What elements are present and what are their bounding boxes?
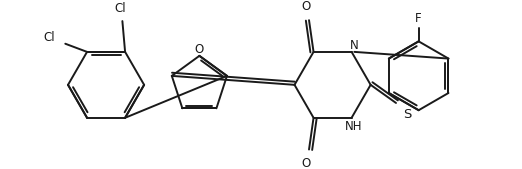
Text: NH: NH — [345, 120, 362, 133]
Text: O: O — [302, 0, 311, 13]
Text: Cl: Cl — [43, 31, 55, 44]
Text: O: O — [195, 43, 204, 56]
Text: S: S — [402, 108, 411, 121]
Text: F: F — [416, 12, 422, 25]
Text: O: O — [302, 157, 311, 169]
Text: N: N — [350, 39, 359, 52]
Text: Cl: Cl — [115, 2, 126, 15]
